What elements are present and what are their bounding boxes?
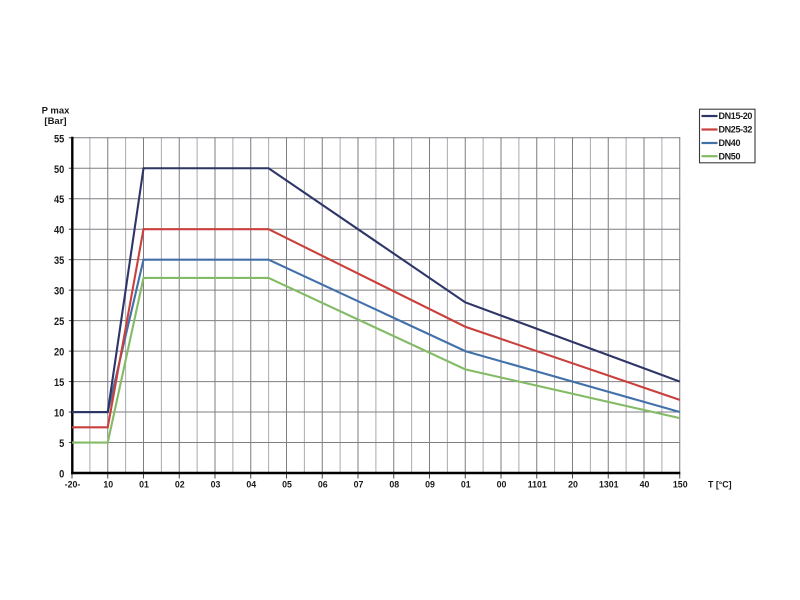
svg-text:T [°C]: T [°C] (708, 480, 732, 490)
svg-text:[Bar]: [Bar] (44, 116, 66, 127)
svg-text:30: 30 (54, 286, 64, 298)
svg-text:55: 55 (54, 133, 64, 145)
svg-text:04: 04 (246, 480, 256, 490)
svg-text:40: 40 (640, 480, 650, 490)
svg-text:01: 01 (139, 480, 149, 490)
svg-text:08: 08 (389, 480, 399, 490)
svg-text:25: 25 (54, 316, 64, 328)
svg-text:20: 20 (54, 347, 64, 359)
svg-text:150: 150 (673, 480, 688, 490)
svg-text:40: 40 (54, 225, 64, 237)
svg-text:20: 20 (568, 480, 578, 490)
svg-text:35: 35 (54, 255, 64, 267)
svg-text:-20-: -20- (65, 480, 81, 490)
svg-text:DN40: DN40 (719, 138, 741, 148)
svg-text:DN25-32: DN25-32 (719, 125, 753, 135)
svg-text:50: 50 (54, 164, 64, 176)
svg-text:07: 07 (354, 480, 364, 490)
svg-text:1101: 1101 (528, 480, 547, 490)
svg-text:1301: 1301 (599, 480, 619, 490)
svg-text:10: 10 (54, 408, 64, 420)
svg-text:02: 02 (175, 480, 185, 490)
svg-text:15: 15 (54, 377, 64, 389)
svg-text:09: 09 (425, 480, 435, 490)
svg-text:0: 0 (59, 469, 64, 481)
svg-text:45: 45 (54, 194, 64, 206)
svg-text:P max: P max (42, 106, 71, 117)
svg-text:05: 05 (282, 480, 292, 490)
svg-text:DN15-20: DN15-20 (719, 111, 753, 121)
svg-text:DN50: DN50 (719, 151, 741, 161)
svg-text:03: 03 (211, 480, 221, 490)
svg-text:00: 00 (497, 480, 507, 490)
svg-text:10: 10 (103, 480, 113, 490)
svg-text:5: 5 (59, 438, 64, 450)
svg-text:06: 06 (318, 480, 328, 490)
svg-text:01: 01 (461, 480, 471, 490)
